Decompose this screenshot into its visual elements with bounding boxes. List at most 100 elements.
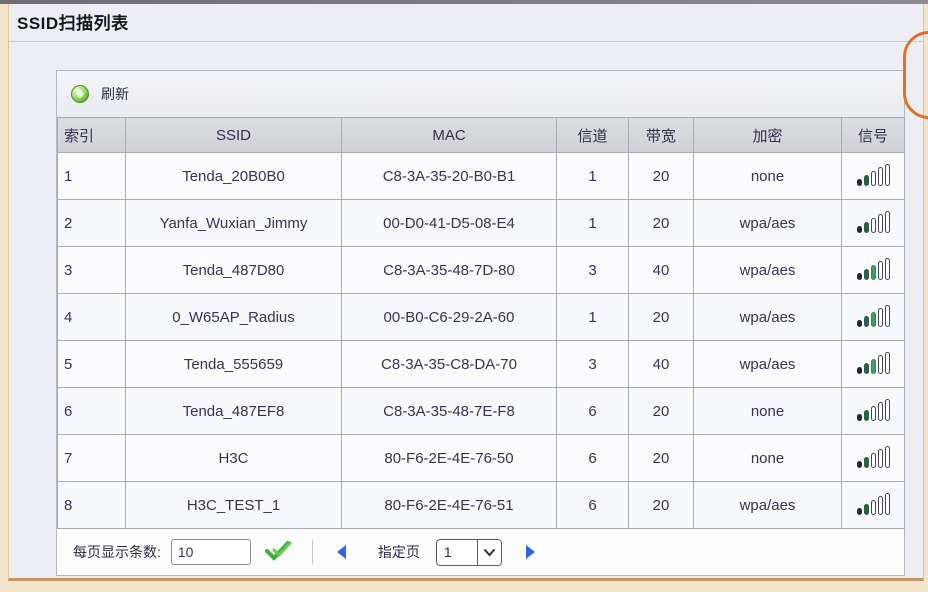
cell-bandwidth: 20 bbox=[628, 199, 694, 247]
chevron-down-icon bbox=[476, 539, 501, 565]
cell-ssid: Yanfa_Wuxian_Jimmy bbox=[125, 199, 342, 247]
cell-encryption: wpa/aes bbox=[693, 340, 842, 388]
table-row: 1 Tenda_20B0B0 C8-3A-35-20-B0-B1 1 20 no… bbox=[57, 152, 905, 200]
ssid-scan-panel: 刷新 索引 SSID MAC 信道 带宽 加密 信号 bbox=[56, 70, 905, 576]
cell-index: 6 bbox=[57, 387, 126, 435]
per-page-label: 每页显示条数: bbox=[73, 544, 161, 560]
cell-index: 1 bbox=[57, 152, 126, 200]
column-header-signal: 信号 bbox=[841, 117, 905, 153]
cell-signal bbox=[841, 387, 905, 435]
cell-bandwidth: 40 bbox=[628, 340, 694, 388]
table-row: 3 Tenda_487D80 C8-3A-35-48-7D-80 3 40 wp… bbox=[57, 246, 905, 294]
column-header-ssid: SSID bbox=[125, 117, 342, 153]
ssid-scan-table: 索引 SSID MAC 信道 带宽 加密 信号 1 Tenda_20B0B0 C… bbox=[57, 117, 905, 529]
cell-channel: 3 bbox=[556, 246, 629, 294]
cell-ssid: H3C_TEST_1 bbox=[125, 481, 342, 529]
per-page-input[interactable] bbox=[170, 539, 251, 565]
signal-bars-icon bbox=[856, 256, 890, 280]
cell-encryption: none bbox=[693, 434, 842, 482]
cell-mac: 80-F6-2E-4E-76-50 bbox=[341, 434, 557, 482]
column-header-bandwidth: 带宽 bbox=[628, 117, 694, 153]
cell-signal bbox=[841, 152, 905, 200]
cell-encryption: wpa/aes bbox=[693, 481, 842, 529]
cell-bandwidth: 20 bbox=[628, 434, 694, 482]
page-select-value: 1 bbox=[443, 544, 452, 560]
table-row: 6 Tenda_487EF8 C8-3A-35-48-7E-F8 6 20 no… bbox=[57, 387, 905, 435]
cell-channel: 1 bbox=[556, 152, 629, 200]
goto-page-label: 指定页 bbox=[377, 544, 420, 560]
cell-channel: 6 bbox=[556, 434, 629, 482]
cell-index: 8 bbox=[57, 481, 126, 529]
cell-ssid: Tenda_487D80 bbox=[125, 246, 342, 294]
cell-ssid: H3C bbox=[125, 434, 342, 482]
cell-mac: C8-3A-35-C8-DA-70 bbox=[341, 340, 557, 388]
table-header-row: 索引 SSID MAC 信道 带宽 加密 信号 bbox=[57, 117, 905, 153]
cell-mac: 00-B0-C6-29-2A-60 bbox=[341, 293, 557, 341]
cell-ssid: Tenda_20B0B0 bbox=[125, 152, 342, 200]
cell-encryption: none bbox=[693, 387, 842, 435]
cell-bandwidth: 20 bbox=[628, 481, 694, 529]
column-header-encryption: 加密 bbox=[693, 117, 842, 153]
cell-channel: 6 bbox=[556, 387, 629, 435]
cell-index: 7 bbox=[57, 434, 126, 482]
page-title: SSID扫描列表 bbox=[17, 14, 129, 33]
cell-index: 4 bbox=[57, 293, 126, 341]
table-row: 2 Yanfa_Wuxian_Jimmy 00-D0-41-D5-08-E4 1… bbox=[57, 199, 905, 247]
check-icon[interactable] bbox=[264, 540, 292, 564]
cell-ssid: Tenda_555659 bbox=[125, 340, 342, 388]
refresh-orb-icon bbox=[71, 85, 89, 103]
refresh-button[interactable]: 刷新 bbox=[71, 84, 129, 104]
cell-ssid: Tenda_487EF8 bbox=[125, 387, 342, 435]
window-top-edge bbox=[0, 0, 928, 4]
cell-channel: 1 bbox=[556, 199, 629, 247]
title-separator bbox=[9, 41, 923, 42]
cell-index: 2 bbox=[57, 199, 126, 247]
cell-signal bbox=[841, 246, 905, 294]
table-row: 8 H3C_TEST_1 80-F6-2E-4E-76-51 6 20 wpa/… bbox=[57, 481, 905, 529]
annotation-highlight bbox=[903, 31, 928, 119]
cell-bandwidth: 20 bbox=[628, 152, 694, 200]
content-area: SSID扫描列表 刷新 索引 SSID MAC bbox=[8, 4, 924, 581]
cell-index: 3 bbox=[57, 246, 126, 294]
signal-bars-icon bbox=[856, 444, 890, 468]
cell-mac: C8-3A-35-48-7D-80 bbox=[341, 246, 557, 294]
cell-encryption: wpa/aes bbox=[693, 293, 842, 341]
column-header-channel: 信道 bbox=[556, 117, 629, 153]
table-row: 4 0_W65AP_Radius 00-B0-C6-29-2A-60 1 20 … bbox=[57, 293, 905, 341]
cell-signal bbox=[841, 340, 905, 388]
cell-signal bbox=[841, 293, 905, 341]
column-header-index: 索引 bbox=[57, 117, 126, 153]
next-page-icon[interactable] bbox=[525, 545, 535, 559]
cell-encryption: wpa/aes bbox=[693, 246, 842, 294]
cell-bandwidth: 20 bbox=[628, 293, 694, 341]
cell-mac: 80-F6-2E-4E-76-51 bbox=[341, 481, 557, 529]
cell-signal bbox=[841, 434, 905, 482]
signal-bars-icon bbox=[856, 350, 890, 374]
cell-encryption: wpa/aes bbox=[693, 199, 842, 247]
ssid-table-body: 1 Tenda_20B0B0 C8-3A-35-20-B0-B1 1 20 no… bbox=[57, 152, 905, 529]
cell-channel: 1 bbox=[556, 293, 629, 341]
cell-bandwidth: 40 bbox=[628, 246, 694, 294]
cell-mac: C8-3A-35-48-7E-F8 bbox=[341, 387, 557, 435]
cell-mac: 00-D0-41-D5-08-E4 bbox=[341, 199, 557, 247]
signal-bars-icon bbox=[856, 162, 890, 186]
page-select[interactable]: 1 bbox=[435, 538, 502, 566]
pagination-bar: 每页显示条数: 指定页 1 bbox=[57, 529, 904, 575]
cell-mac: C8-3A-35-20-B0-B1 bbox=[341, 152, 557, 200]
cell-index: 5 bbox=[57, 340, 126, 388]
toolbar: 刷新 bbox=[57, 71, 904, 117]
cell-signal bbox=[841, 199, 905, 247]
prev-page-icon[interactable] bbox=[336, 545, 346, 559]
table-row: 5 Tenda_555659 C8-3A-35-C8-DA-70 3 40 wp… bbox=[57, 340, 905, 388]
refresh-button-label: 刷新 bbox=[101, 86, 129, 102]
signal-bars-icon bbox=[856, 397, 890, 421]
cell-signal bbox=[841, 481, 905, 529]
cell-bandwidth: 20 bbox=[628, 387, 694, 435]
cell-encryption: none bbox=[693, 152, 842, 200]
signal-bars-icon bbox=[856, 491, 890, 515]
table-row: 7 H3C 80-F6-2E-4E-76-50 6 20 none bbox=[57, 434, 905, 482]
signal-bars-icon bbox=[856, 209, 890, 233]
column-header-mac: MAC bbox=[341, 117, 557, 153]
cell-ssid: 0_W65AP_Radius bbox=[125, 293, 342, 341]
